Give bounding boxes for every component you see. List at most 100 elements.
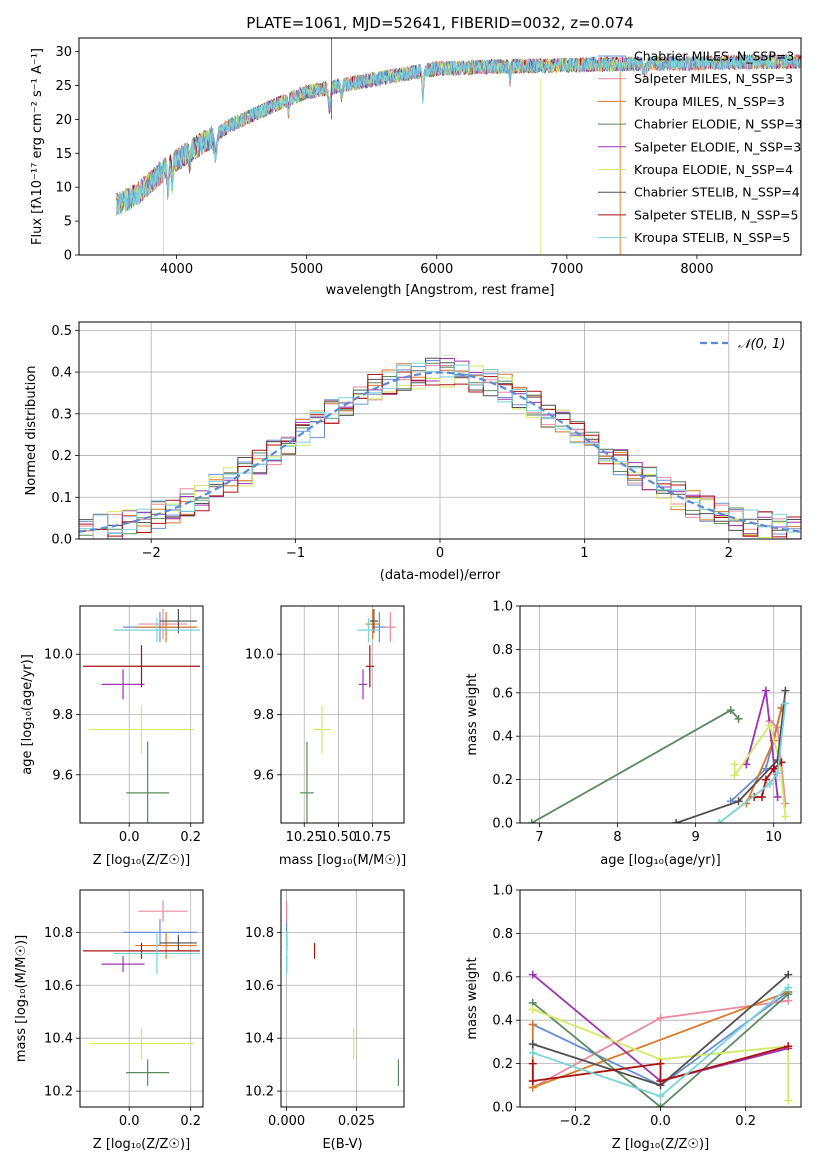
weight-marker-6	[672, 819, 681, 823]
x-axis-label: E(B-V)	[322, 1137, 362, 1152]
mass-vs-extinction-panel: 0.000 0.025 10.2 10.4 10.6 10.8 E(B-V)	[245, 889, 405, 1152]
x-tick-label: 2	[725, 546, 733, 561]
weight-marker-7	[528, 1059, 537, 1068]
x-tick-label: 0.2	[735, 1114, 756, 1129]
x-tick-label: 10	[765, 830, 782, 845]
spectrum-panel: PLATE=1061, MJD=52641, FIBERID=0032, z=0…	[30, 14, 803, 298]
plot-area	[300, 609, 396, 823]
weight-marker-7	[761, 775, 770, 784]
weight-line-6	[675, 690, 787, 823]
weight-marker-3	[527, 819, 536, 823]
plot-area	[83, 609, 200, 823]
x-tick-label: 0.025	[338, 1114, 375, 1129]
histogram-5	[79, 364, 801, 539]
x-tick-label: 0.2	[180, 830, 201, 845]
weight-marker-1	[781, 799, 790, 808]
y-tick-label: 9.6	[253, 768, 274, 783]
weight-marker-8	[715, 819, 724, 823]
y-tick-label: 9.8	[253, 708, 274, 723]
weight-marker-8	[781, 699, 790, 708]
weight-line-8	[718, 703, 787, 823]
y-tick-label: 30	[55, 45, 72, 60]
weight-marker-4	[528, 970, 537, 979]
y-tick-label: 10.4	[245, 1032, 274, 1047]
axes-frame: 4000 5000 6000 7000 8000 0 5 10 15 20 25 30 waveleng…	[30, 37, 802, 298]
y-tick-label: 0.4	[492, 730, 513, 745]
weight-marker-5	[781, 812, 790, 821]
x-tick-label: 10.25	[286, 830, 323, 845]
axes-frame: 0.0 0.2 9.6 9.8 10.0 Z [log₁₀(Z/Z☉)] age [log₁…	[20, 605, 204, 868]
y-tick-label: 0.2	[51, 449, 72, 464]
y-axis-label: mass [log₁₀(M/M☉)]	[14, 935, 29, 1062]
axes-border	[280, 889, 405, 1108]
legend-label: Chabrier STELIB, N_SSP=4	[634, 185, 800, 200]
x-tick-label: 5000	[290, 262, 323, 277]
weight-marker-6	[784, 970, 793, 979]
y-tick-label: 0.0	[492, 817, 513, 832]
x-tick-label: −2	[142, 546, 161, 561]
y-tick-label: 10	[55, 181, 72, 196]
y-tick-label: 0.8	[492, 643, 513, 658]
weight-marker-5	[765, 721, 774, 730]
y-tick-label: 1.0	[492, 600, 513, 615]
y-axis-label: Normed distribution	[24, 366, 39, 496]
x-tick-label: 0.0	[650, 1114, 671, 1129]
x-tick-label: 10.50	[320, 830, 357, 845]
y-tick-label: 10.6	[44, 979, 73, 994]
plot-area	[79, 357, 801, 539]
histogram-7	[79, 371, 801, 538]
weight-marker-7	[528, 1076, 537, 1085]
x-axis-label: wavelength [Angstrom, rest frame]	[326, 283, 555, 298]
axes-border	[519, 605, 802, 824]
weight-marker-6	[734, 797, 743, 806]
weight-marker-6	[528, 1040, 537, 1049]
y-tick-label: 0.0	[492, 1101, 513, 1116]
y-tick-label: 0.2	[492, 773, 513, 788]
weight-marker-8	[784, 983, 793, 992]
weight-marker-8	[528, 1048, 537, 1057]
y-tick-label: 0.6	[492, 970, 513, 985]
legend-label: Salpeter ELODIE, N_SSP=3	[634, 139, 801, 154]
weight-marker-3	[656, 1103, 665, 1107]
y-tick-label: 10.0	[44, 648, 73, 663]
y-tick-label: 10.8	[245, 926, 274, 941]
weight-vs-metallicity-panel: −0.2 0.0 0.2 0.0 0.2 0.4 0.6 0.8 1.0 Z [log₁₀(Z/Z…	[465, 884, 802, 1152]
legend-label: Salpeter MILES, N_SSP=3	[634, 71, 793, 86]
legend: Chabrier MILES, N_SSP=3 Salpeter MILES, N…	[598, 49, 803, 245]
y-tick-label: 0.4	[51, 366, 72, 381]
legend-label: Kroupa MILES, N_SSP=3	[634, 94, 785, 109]
y-axis-label: age [log₁₀(age/yr)]	[20, 654, 35, 775]
mass-vs-metallicity-panel: 0.0 0.2 10.2 10.4 10.6 10.8 Z [log₁₀(Z/Z☉)] mas…	[14, 889, 204, 1152]
x-tick-label: −1	[286, 546, 305, 561]
weight-line-3	[531, 709, 740, 823]
y-tick-label: 0.2	[492, 1057, 513, 1072]
legend-label: Salpeter STELIB, N_SSP=5	[634, 207, 798, 222]
x-tick-label: −0.2	[560, 1114, 592, 1129]
weight-line-5	[532, 1008, 790, 1101]
weight-marker-5	[784, 1096, 793, 1105]
weight-marker-5	[528, 1005, 537, 1014]
y-tick-label: 9.8	[52, 708, 73, 723]
x-tick-label: 0.2	[180, 1114, 201, 1129]
weight-marker-3	[734, 714, 743, 723]
x-axis-label: Z [log₁₀(Z/Z☉)]	[93, 853, 190, 868]
y-tick-label: 0	[64, 249, 72, 264]
residual-panel: −2 −1 0 1 2 0.0 0.1 0.2 0.3 0.4 0.5 (data-model)/er…	[24, 321, 802, 583]
y-axis-label: mass weight	[465, 673, 480, 755]
x-tick-label: 10.75	[354, 830, 391, 845]
weight-marker-8	[656, 1092, 665, 1101]
plot-area	[116, 38, 801, 255]
weight-marker-4	[742, 760, 751, 769]
weight-marker-6	[781, 686, 790, 695]
x-tick-label: 8000	[680, 262, 713, 277]
y-tick-label: 0.8	[492, 927, 513, 942]
x-tick-label: 0.000	[268, 1114, 305, 1129]
axes-border	[79, 889, 204, 1108]
y-tick-label: 0.3	[51, 407, 72, 422]
y-tick-label: 10.4	[44, 1032, 73, 1047]
axes-frame: 0.000 0.025 10.2 10.4 10.6 10.8 E(B-V)	[245, 889, 405, 1152]
weight-line-3	[532, 993, 789, 1107]
